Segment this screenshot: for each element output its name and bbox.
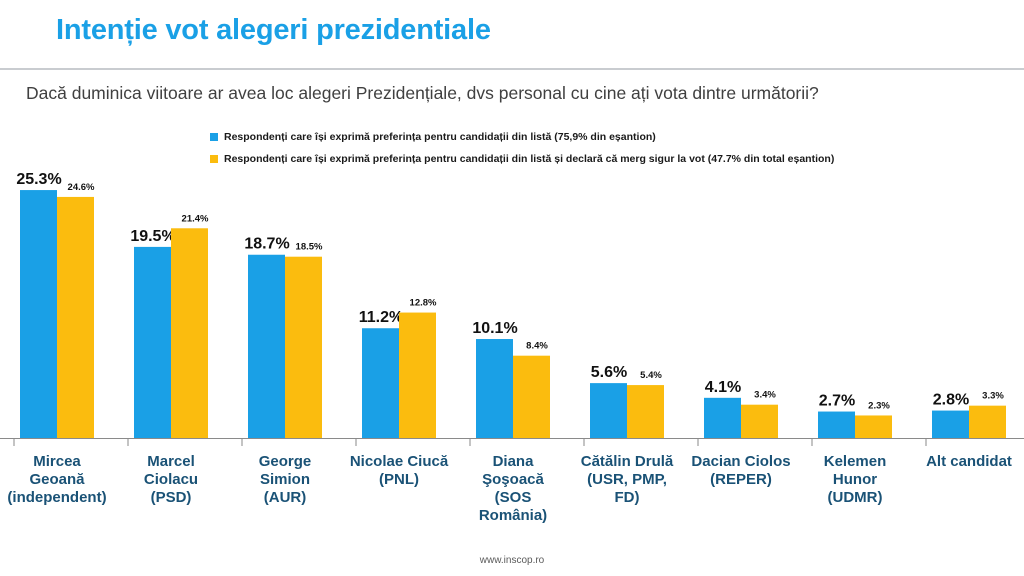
bar-orange-6 [741, 404, 778, 438]
category-label-6-0: Dacian Ciolos [691, 453, 790, 470]
legend-label-series-2: Respondenți care își exprimă preferința … [224, 153, 835, 165]
bar-blue-5 [590, 383, 627, 438]
category-label-4-0: Diana [493, 453, 535, 470]
chart-legend: Respondenți care își exprimă preferința … [210, 126, 834, 170]
category-label-2-1: Simion [260, 471, 310, 488]
data-label-orange-3: 12.8% [410, 298, 437, 309]
category-label-2-2: (AUR) [264, 489, 307, 506]
bar-orange-2 [285, 256, 322, 438]
legend-swatch-orange [210, 155, 218, 163]
category-label-5-1: (USR, PMP, [587, 471, 667, 488]
category-label-3-0: Nicolae Ciucă [350, 453, 449, 470]
data-label-orange-4: 8.4% [526, 341, 548, 352]
bar-blue-7 [818, 411, 855, 438]
data-label-blue-1: 19.5% [130, 228, 175, 245]
category-label-6-1: (REPER) [710, 471, 772, 488]
bar-orange-4 [513, 355, 550, 438]
data-label-orange-0: 24.6% [68, 182, 95, 193]
data-label-orange-8: 3.3% [982, 391, 1004, 402]
category-label-7-1: Hunor [833, 471, 877, 488]
bar-orange-3 [399, 312, 436, 438]
category-label-1-0: Marcel [147, 453, 195, 470]
legend-label-series-1: Respondenți care își exprimă preferința … [224, 131, 656, 143]
category-label-5-2: FD) [615, 489, 640, 506]
category-label-3-1: (PNL) [379, 471, 419, 488]
bar-orange-5 [627, 385, 664, 438]
category-label-2-0: George [259, 453, 312, 470]
data-label-orange-1: 21.4% [182, 213, 209, 224]
category-label-0-2: (independent) [7, 489, 106, 506]
bar-blue-3 [362, 328, 399, 438]
data-label-blue-3: 11.2% [359, 309, 403, 326]
bar-blue-4 [476, 339, 513, 438]
legend-item-series-2: Respondenți care își exprimă preferința … [210, 148, 834, 170]
data-label-blue-0: 25.3% [16, 171, 61, 188]
legend-swatch-blue [210, 133, 218, 141]
title-divider [0, 68, 1024, 70]
bar-blue-2 [248, 254, 285, 438]
data-label-blue-7: 2.7% [819, 393, 855, 410]
bar-orange-7 [855, 415, 892, 438]
category-label-1-1: Ciolacu [144, 471, 198, 488]
data-label-orange-7: 2.3% [868, 400, 890, 411]
data-label-blue-4: 10.1% [472, 320, 517, 337]
category-label-5-0: Cătălin Drulă [581, 453, 674, 470]
category-label-4-1: Şoşoacă [482, 471, 544, 488]
category-label-1-2: (PSD) [151, 489, 192, 506]
footer-url: www.inscop.ro [479, 555, 545, 566]
category-label-7-2: (UDMR) [828, 489, 883, 506]
category-label-4-3: România) [479, 507, 547, 524]
legend-item-series-1: Respondenți care își exprimă preferința … [210, 126, 834, 148]
category-label-0-0: Mircea [33, 453, 81, 470]
bar-blue-0 [20, 190, 57, 438]
bar-blue-1 [134, 246, 171, 438]
bar-orange-1 [171, 228, 208, 438]
data-label-orange-2: 18.5% [296, 242, 323, 253]
data-label-blue-2: 18.7% [244, 236, 289, 253]
bar-orange-0 [57, 196, 94, 438]
bar-blue-8 [932, 410, 969, 438]
category-label-7-0: Kelemen [824, 453, 887, 470]
data-label-blue-8: 2.8% [933, 392, 969, 409]
data-label-orange-5: 5.4% [640, 370, 662, 381]
bar-orange-8 [969, 405, 1006, 438]
category-label-4-2: (SOS [495, 489, 532, 506]
bar-blue-6 [704, 397, 741, 438]
data-label-orange-6: 3.4% [754, 390, 776, 401]
survey-question: Dacă duminica viitoare ar avea loc alege… [26, 83, 819, 103]
category-label-0-1: Geoană [29, 471, 85, 488]
category-label-8-0: Alt candidat [926, 453, 1012, 470]
slide-title: Intenție vot alegeri prezidentiale [56, 14, 491, 46]
data-label-blue-5: 5.6% [591, 364, 627, 381]
data-label-blue-6: 4.1% [705, 379, 741, 396]
